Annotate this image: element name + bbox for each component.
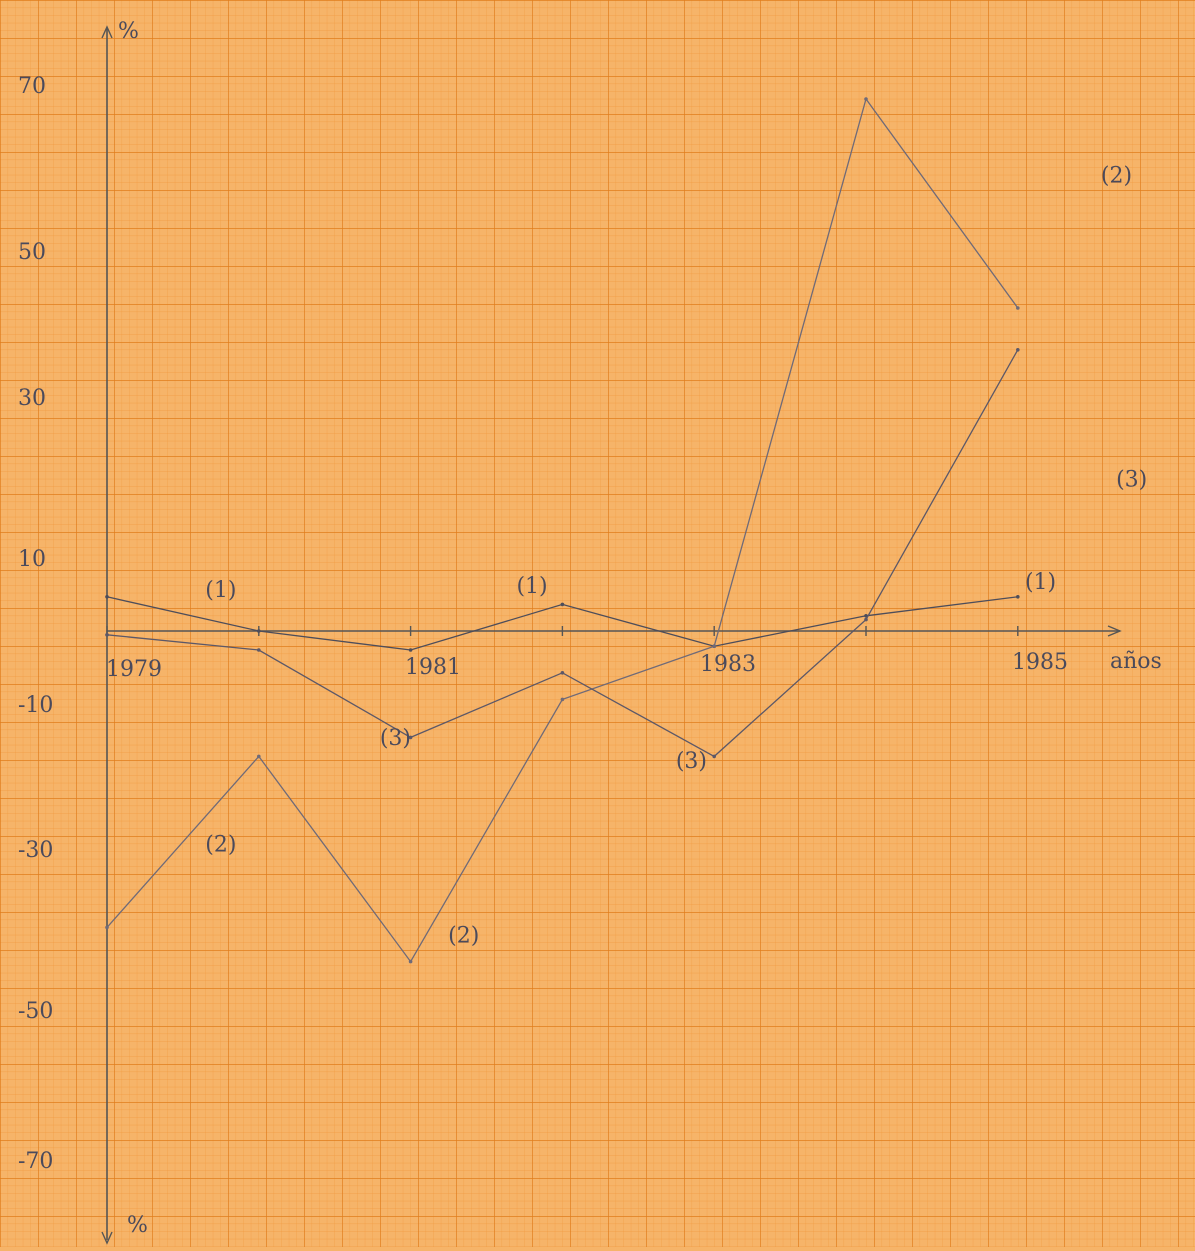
- data-point-series-3: [1016, 348, 1020, 352]
- y-axis-arrow-top: [101, 25, 113, 39]
- data-point-series-2: [257, 754, 261, 759]
- data-point-series-1: [1016, 595, 1020, 599]
- y-tick-label: -70: [18, 1149, 53, 1174]
- data-point-series-2: [560, 697, 565, 702]
- data-point-series-1: [257, 629, 261, 633]
- data-point-series-3: [257, 648, 261, 652]
- axes: % % años 70 50 30 10 -10 -30 -50 -70 197…: [18, 19, 1162, 1245]
- x-axis-arrow: [1107, 625, 1122, 637]
- x-tick-label: 1983: [700, 652, 756, 677]
- data-point-series-1: [105, 595, 109, 599]
- x-tick-label: 1979: [106, 657, 162, 682]
- y-tick-label: 70: [18, 74, 46, 99]
- series-label-2: (2): [448, 924, 479, 949]
- series-labels: (1) (1) (1) (2) (2) (2) (3) (3) (3): [205, 164, 1147, 949]
- data-point-series-3: [408, 735, 413, 740]
- data-point-series-2: [712, 644, 716, 648]
- data-point-series-3: [712, 754, 716, 759]
- data-point-series-2: [864, 97, 868, 101]
- data-point-series-2: [408, 959, 413, 964]
- series-label-3: (3): [1116, 468, 1147, 493]
- series-label-1: (1): [1025, 570, 1056, 595]
- data-point-series-3: [560, 671, 565, 675]
- x-tick-label: 1981: [405, 655, 461, 680]
- y-axis-arrow-bottom: [101, 1231, 113, 1245]
- y-tick-label: -30: [18, 838, 53, 863]
- data-point-series-3: [864, 617, 868, 622]
- series-layer: [105, 97, 1020, 964]
- y-tick-label: 50: [18, 240, 46, 265]
- y-axis-label-bottom: %: [127, 1213, 148, 1238]
- series-label-1: (1): [516, 574, 547, 599]
- x-ticks: [106, 626, 1019, 636]
- y-tick-label: 30: [18, 386, 46, 411]
- series-label-2: (2): [205, 832, 236, 857]
- y-tick-label: 10: [18, 547, 46, 572]
- y-axis-label-top: %: [118, 19, 139, 44]
- series-label-2: (2): [1101, 164, 1132, 189]
- x-axis-label: años: [1110, 649, 1162, 674]
- series-label-1: (1): [205, 578, 236, 603]
- y-tick-label: -50: [18, 999, 53, 1024]
- data-point-series-3: [105, 633, 109, 637]
- data-point-series-2: [1016, 306, 1020, 310]
- data-point-series-2: [105, 925, 109, 930]
- series-label-3: (3): [380, 726, 411, 751]
- y-tick-label: -10: [18, 693, 53, 718]
- data-point-series-1: [408, 648, 413, 652]
- series-label-3: (3): [676, 749, 707, 774]
- data-point-series-1: [560, 602, 565, 607]
- x-tick-label: 1985: [1012, 650, 1068, 675]
